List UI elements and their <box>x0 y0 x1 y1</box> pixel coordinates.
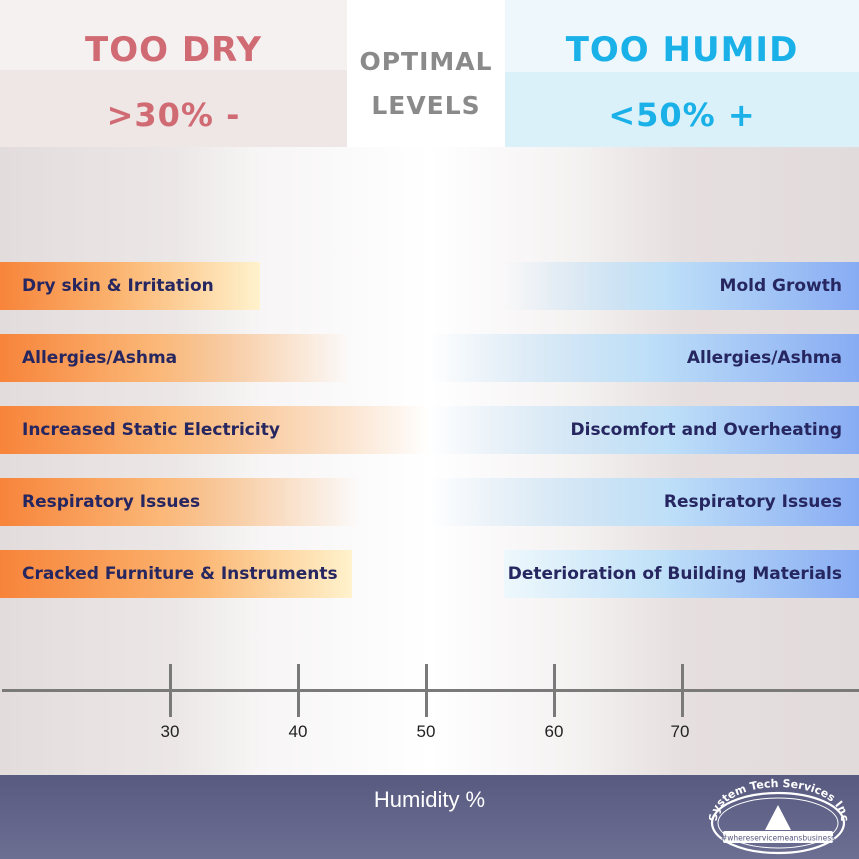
optimal-title: OPTIMAL LEVELS <box>347 40 505 128</box>
humid-effect-label: Deterioration of Building Materials <box>507 564 842 584</box>
axis-tick <box>681 664 684 717</box>
humid-effect-bar: Discomfort and Overheating <box>429 406 859 454</box>
humid-effect-bar: Mold Growth <box>504 262 859 310</box>
humid-effect-bar: Deterioration of Building Materials <box>504 550 859 598</box>
axis-tick-label: 40 <box>288 722 308 741</box>
dry-effect-bar: Cracked Furniture & Instruments <box>0 550 352 598</box>
humid-effect-label: Respiratory Issues <box>663 492 842 512</box>
too-humid-header: TOO HUMID <50% + <box>505 0 859 147</box>
footer-bar: Humidity % System Tech Services Inc #whe… <box>0 775 859 859</box>
dry-effect-label: Respiratory Issues <box>22 492 201 512</box>
humid-effect-label: Discomfort and Overheating <box>570 420 842 440</box>
company-logo: System Tech Services Inc #whereserviceme… <box>707 777 851 855</box>
axis-tick-label: 30 <box>160 722 180 741</box>
axis-tick <box>297 664 300 717</box>
humidity-axis-line <box>2 689 859 692</box>
humid-effect-bar: Respiratory Issues <box>429 478 859 526</box>
optimal-title-line1: OPTIMAL <box>359 47 493 76</box>
too-humid-range: <50% + <box>608 96 756 134</box>
dry-effect-bar: Dry skin & Irritation <box>0 262 260 310</box>
too-dry-title: TOO DRY <box>85 30 262 70</box>
dry-effect-label: Increased Static Electricity <box>22 420 280 440</box>
logo-tagline: #whereservicemeansbusiness <box>721 834 835 843</box>
axis-tick-label: 70 <box>670 722 690 741</box>
too-humid-title: TOO HUMID <box>565 30 799 70</box>
dry-effect-bar: Increased Static Electricity <box>0 406 430 454</box>
axis-tick <box>553 664 556 717</box>
too-dry-header: TOO DRY >30% - <box>0 0 347 147</box>
optimal-title-line2: LEVELS <box>371 91 481 120</box>
humid-effect-bar: Allergies/Ashma <box>429 334 859 382</box>
axis-tick <box>425 664 428 717</box>
dry-effect-bar: Allergies/Ashma <box>0 334 350 382</box>
dry-effect-label: Cracked Furniture & Instruments <box>22 564 338 584</box>
optimal-header: OPTIMAL LEVELS <box>347 0 505 147</box>
dry-effect-label: Allergies/Ashma <box>22 348 178 368</box>
humid-effect-label: Mold Growth <box>719 276 842 296</box>
dry-effect-bar: Respiratory Issues <box>0 478 360 526</box>
axis-tick <box>169 664 172 717</box>
humidity-axis-title: Humidity % <box>373 787 486 812</box>
humid-effect-label: Allergies/Ashma <box>686 348 842 368</box>
axis-tick-label: 60 <box>544 722 564 741</box>
too-dry-range: >30% - <box>106 96 241 134</box>
axis-tick-label: 50 <box>416 722 436 741</box>
dry-effect-label: Dry skin & Irritation <box>22 276 214 296</box>
